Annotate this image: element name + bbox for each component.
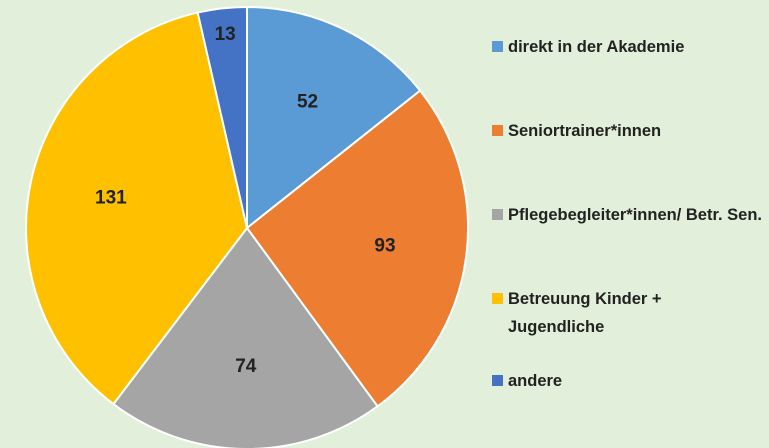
data-label: 131 xyxy=(95,188,127,209)
legend-swatch xyxy=(492,293,503,304)
legend-label: Betreuung Kinder + Jugendliche xyxy=(508,290,662,336)
legend-item: direkt in der Akademie xyxy=(492,33,762,61)
data-label: 13 xyxy=(215,24,236,45)
legend-swatch xyxy=(492,41,503,52)
legend-label: andere xyxy=(508,372,563,390)
data-label: 74 xyxy=(235,356,257,377)
legend-item: Betreuung Kinder + Jugendliche xyxy=(492,285,762,341)
legend-label: direkt in der Akademie xyxy=(508,38,685,56)
legend-swatch xyxy=(492,209,503,220)
pie-slice xyxy=(196,5,248,229)
legend-label: Seniortrainer*innen xyxy=(508,122,662,140)
data-label: 93 xyxy=(374,236,395,257)
legend-swatch xyxy=(492,125,503,136)
legend-item: andere xyxy=(492,367,762,395)
data-label: 52 xyxy=(297,92,318,113)
legend-item: Seniortrainer*innen xyxy=(492,117,762,145)
pie-slice xyxy=(112,226,379,448)
pie-slice xyxy=(246,5,422,231)
legend-item: Pflegebegleiter*innen/ Betr. Sen. xyxy=(492,201,762,229)
pie-slice xyxy=(245,89,469,408)
pie-slice xyxy=(25,11,249,406)
legend-label: Pflegebegleiter*innen/ Betr. Sen. xyxy=(508,206,762,224)
legend-swatch xyxy=(492,375,503,386)
